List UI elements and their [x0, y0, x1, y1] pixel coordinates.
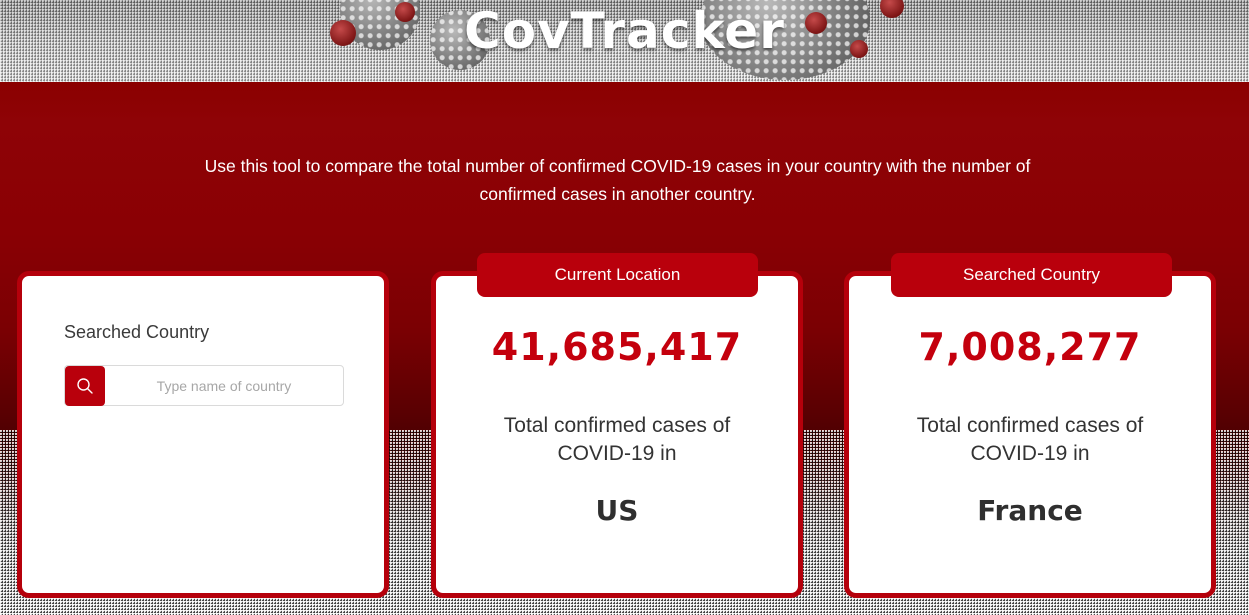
current-case-count: 41,685,417	[491, 325, 743, 369]
virus-image	[850, 40, 868, 58]
searched-country-name: France	[977, 494, 1083, 527]
searched-country-card: 7,008,277 Total confirmed cases of COVID…	[844, 271, 1216, 598]
app-title: CovTracker	[464, 2, 785, 60]
current-location-tab: Current Location	[477, 253, 758, 297]
current-country-name: US	[595, 494, 639, 527]
search-input[interactable]	[105, 366, 343, 405]
searched-case-count: 7,008,277	[918, 325, 1142, 369]
intro-text: Use this tool to compare the total numbe…	[204, 156, 1031, 204]
virus-image	[330, 20, 356, 46]
current-location-card: 41,685,417 Total confirmed cases of COVI…	[431, 271, 803, 598]
virus-image	[880, 0, 904, 18]
searched-country-tab: Searched Country	[891, 253, 1172, 297]
virus-image	[430, 10, 490, 70]
searched-description: Total confirmed cases of COVID-19 in	[916, 414, 1144, 465]
header-banner: CovTracker	[0, 0, 1249, 82]
current-description: Total confirmed cases of COVID-19 in	[503, 414, 731, 465]
search-label: Searched Country	[64, 322, 210, 342]
search-icon	[77, 378, 93, 394]
search-card: Searched Country	[17, 271, 389, 598]
virus-image	[395, 2, 415, 22]
search-box	[64, 365, 344, 406]
search-button[interactable]	[65, 366, 105, 406]
virus-image	[805, 12, 827, 34]
